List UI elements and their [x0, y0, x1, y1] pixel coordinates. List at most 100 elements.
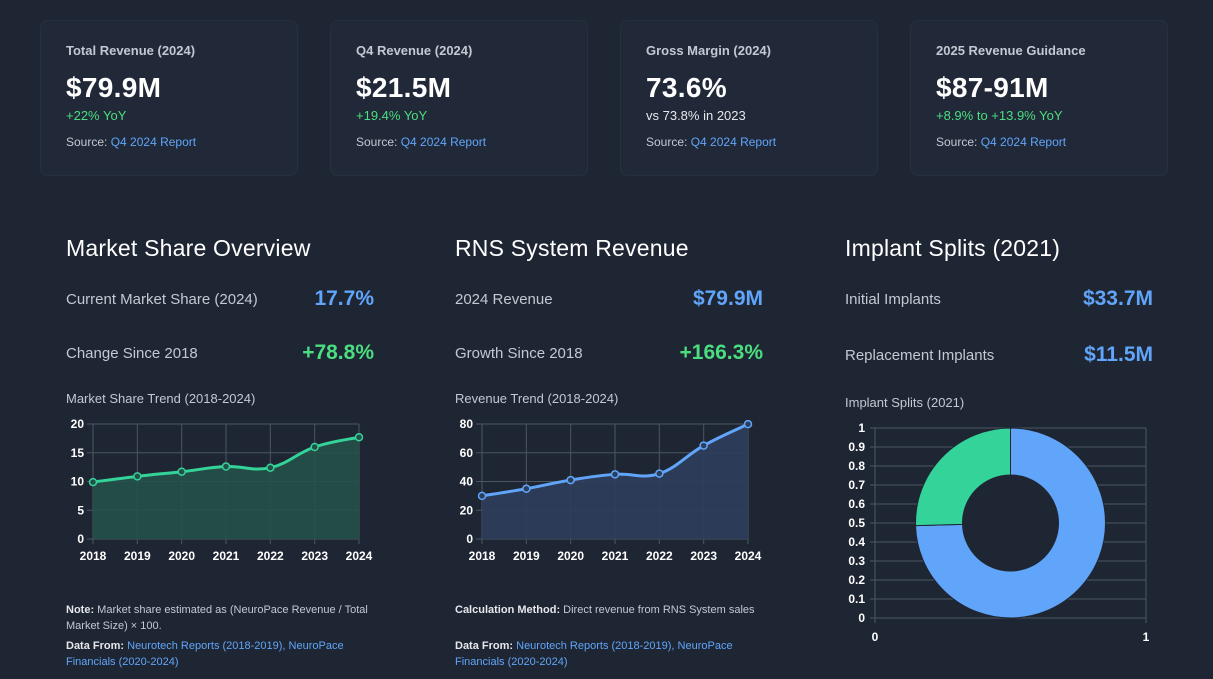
x-tick-label: 2023 — [690, 549, 717, 563]
panel-title: Market Share Overview — [66, 235, 311, 261]
data-point — [133, 472, 142, 481]
metric-row-initial: Initial Implants $33.7M — [845, 287, 1175, 310]
y-tick-label: 80 — [460, 417, 474, 431]
data-point — [354, 432, 364, 442]
panel-title: Implant Splits (2021) — [845, 235, 1061, 261]
implant-splits-chart: 0 0.1 0.2 0.3 0.4 0.5 0.6 0.7 0.8 0.9 1 0 1 — [848, 421, 1149, 644]
metric-label: Current Market Share (2024) — [66, 291, 258, 308]
kpi-row: Total Revenue (2024) $79.9M +22% YoY Sou… — [40, 20, 1180, 176]
y-tick-label: 5 — [77, 503, 84, 517]
y-tick-label: 10 — [71, 475, 85, 489]
x-tick-label: 2019 — [513, 549, 540, 563]
kpi-value: $87-91M — [936, 72, 1049, 103]
y-tick-label: 0.8 — [848, 459, 865, 473]
metric-label: Replacement Implants — [845, 347, 995, 364]
metric-row-2024-revenue: 2024 Revenue $79.9M — [455, 287, 785, 310]
data-from-link[interactable]: Neurotech Reports (2018-2019), NeuroPace… — [66, 640, 344, 668]
metric-label: Initial Implants — [845, 291, 941, 308]
x-tick-label: 2020 — [557, 549, 584, 563]
y-tick-label: 0.7 — [848, 478, 865, 492]
data-point — [610, 470, 620, 479]
x-tick-label: 2022 — [257, 549, 284, 563]
metric-label: Growth Since 2018 — [455, 345, 583, 362]
data-from-label: Data From: — [455, 640, 514, 652]
kpi-label: Q4 Revenue (2024) — [356, 43, 473, 58]
implant-splits-panel: Implant Splits (2021) Initial Implants $… — [845, 222, 1175, 410]
market-share-chart: 0 5 10 15 20 2018 2019 2020 2021 2022 2023 2024 — [71, 417, 373, 563]
data-point — [310, 442, 319, 452]
note-label: Note: — [66, 604, 95, 616]
y-tick-label: 0.2 — [848, 573, 865, 587]
y-tick-label: 0.5 — [848, 516, 865, 530]
rns-revenue-note: Calculation Method: Direct revenue from … — [455, 602, 765, 618]
metric-value: $33.7M — [1082, 287, 1153, 310]
metric-label: Change Since 2018 — [66, 345, 198, 362]
x-tick-label: 2020 — [168, 549, 195, 563]
kpi-value: $79.9M — [66, 72, 162, 103]
kpi-label: Total Revenue (2024) — [66, 43, 196, 58]
y-tick-label: 20 — [460, 503, 474, 517]
note-text: Market share estimated as (NeuroPace Rev… — [66, 604, 368, 632]
kpi-source: Source: Q4 2024 Report — [646, 135, 852, 149]
y-tick-label: 0.6 — [848, 497, 865, 511]
series-area — [93, 437, 359, 539]
y-tick-label: 0 — [858, 611, 865, 625]
source-link[interactable]: Q4 2024 Report — [110, 135, 197, 149]
source-prefix: Source: — [66, 135, 108, 149]
chart-caption: Market Share Trend (2018-2024) — [66, 391, 256, 406]
source-link[interactable]: Q4 2024 Report — [690, 135, 777, 149]
data-point — [88, 477, 98, 487]
market-share-panel: Market Share Overview Current Market Sha… — [66, 222, 396, 406]
x-tick-label: 2023 — [301, 549, 328, 563]
data-from-label: Data From: — [66, 640, 125, 652]
kpi-value: 73.6% — [646, 72, 727, 103]
kpi-card-gross-margin: Gross Margin (2024) 73.6% vs 73.8% in 20… — [620, 20, 878, 176]
source-link[interactable]: Q4 2024 Report — [980, 135, 1067, 149]
series-area — [482, 424, 748, 539]
x-tick-label: 2024 — [735, 549, 762, 563]
kpi-change: +22% YoY — [66, 108, 127, 123]
market-share-data-from: Data From: Neurotech Reports (2018-2019)… — [66, 638, 376, 670]
x-tick-label: 2019 — [124, 549, 151, 563]
panel-title: RNS System Revenue — [455, 235, 689, 261]
data-point — [177, 467, 186, 476]
data-from-link[interactable]: Neurotech Reports (2018-2019), NeuroPace… — [455, 640, 733, 668]
data-point — [566, 475, 575, 485]
market-share-note: Note: Market share estimated as (NeuroPa… — [66, 602, 376, 634]
source-prefix: Source: — [356, 135, 398, 149]
data-point — [743, 419, 753, 429]
kpi-card-total-revenue: Total Revenue (2024) $79.9M +22% YoY Sou… — [40, 20, 298, 176]
y-tick-label: 0.1 — [848, 592, 865, 606]
metric-value: $79.9M — [692, 287, 763, 310]
note-label: Calculation Method: — [455, 604, 561, 616]
y-tick-label: 60 — [460, 446, 474, 460]
chart-caption: Implant Splits (2021) — [845, 395, 965, 410]
kpi-change: vs 73.8% in 2023 — [646, 108, 746, 123]
source-prefix: Source: — [646, 135, 688, 149]
kpi-label: Gross Margin (2024) — [646, 43, 771, 58]
kpi-source: Source: Q4 2024 Report — [356, 135, 562, 149]
kpi-change: +8.9% to +13.9% YoY — [936, 108, 1063, 123]
data-point — [221, 462, 231, 471]
x-tick-label: 2018 — [80, 549, 107, 563]
kpi-source: Source: Q4 2024 Report — [66, 135, 272, 149]
data-point — [699, 441, 708, 450]
y-tick-label: 15 — [71, 446, 85, 460]
y-tick-label: 1 — [858, 421, 865, 435]
kpi-value: $21.5M — [356, 72, 452, 103]
y-tick-label: 40 — [460, 475, 474, 489]
y-tick-label: 20 — [71, 417, 85, 431]
x-tick-label: 2022 — [646, 549, 673, 563]
data-point — [477, 491, 487, 501]
metric-value: +166.3% — [679, 341, 764, 364]
source-link[interactable]: Q4 2024 Report — [400, 135, 487, 149]
rns-revenue-panel: RNS System Revenue 2024 Revenue $79.9M G… — [455, 222, 785, 406]
source-prefix: Source: — [936, 135, 978, 149]
kpi-card-q4-revenue: Q4 Revenue (2024) $21.5M +19.4% YoY Sour… — [330, 20, 588, 176]
donut-hole — [962, 475, 1059, 571]
y-tick-label: 0.9 — [848, 440, 865, 454]
x-tick-label: 2021 — [602, 549, 629, 563]
kpi-change: +19.4% YoY — [356, 108, 428, 123]
y-tick-label: 0 — [466, 532, 473, 546]
data-point — [522, 484, 531, 493]
